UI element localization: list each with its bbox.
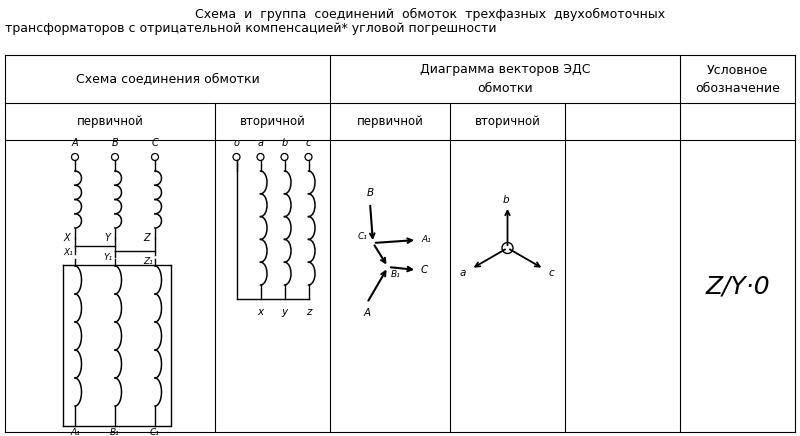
Text: C: C [152,138,158,148]
Text: C: C [421,265,428,275]
Text: B₁: B₁ [110,428,120,436]
Text: Y: Y [104,233,110,243]
Text: Z₁: Z₁ [143,257,153,266]
Text: трансформаторов с отрицательной компенсацией* угловой погрешности: трансформаторов с отрицательной компенса… [5,22,497,35]
Text: Схема соединения обмотки: Схема соединения обмотки [76,72,259,85]
Text: Диаграмма векторов ЭДС
обмотки: Диаграмма векторов ЭДС обмотки [420,64,590,95]
Text: B: B [112,138,118,148]
Text: Условное
обозначение: Условное обозначение [695,64,780,95]
Text: вторичной: вторичной [474,115,541,128]
Text: z: z [306,307,311,317]
Text: C₁: C₁ [358,232,368,241]
Text: y: y [282,307,287,317]
Text: Z: Z [143,233,150,243]
Text: B: B [366,188,374,198]
Text: b: b [502,195,509,205]
Text: x: x [258,307,263,317]
Text: A₁: A₁ [421,235,430,245]
Text: вторичной: вторичной [239,115,306,128]
Text: первичной: первичной [357,115,423,128]
Text: первичной: первичной [77,115,143,128]
Text: c: c [549,268,554,278]
Text: A₁: A₁ [70,428,80,436]
Text: a: a [460,268,466,278]
Text: B₁: B₁ [391,270,401,279]
Text: b: b [282,138,288,148]
Text: a: a [258,138,263,148]
Text: Схема  и  группа  соединений  обмоток  трехфазных  двухобмоточных: Схема и группа соединений обмоток трехфа… [195,8,665,21]
Text: C₁: C₁ [150,428,160,436]
Text: Z/Y·0: Z/Y·0 [705,274,770,298]
Text: X: X [63,233,70,243]
Text: X₁: X₁ [63,248,73,257]
Text: A: A [363,308,370,318]
Text: o: o [234,138,239,148]
Text: A: A [72,138,78,148]
Text: c: c [306,138,311,148]
Text: Y₁: Y₁ [104,253,113,262]
